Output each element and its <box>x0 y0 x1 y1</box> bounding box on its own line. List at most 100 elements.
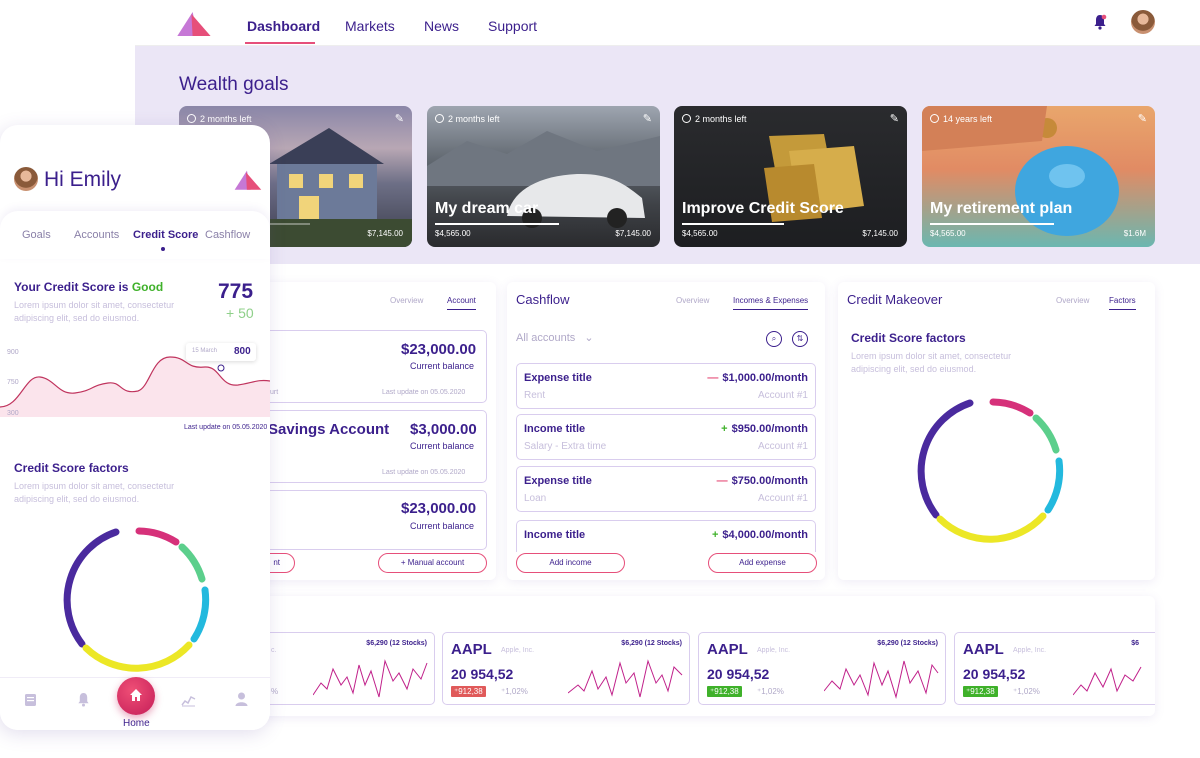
account-card[interactable] <box>258 410 487 483</box>
account-balance-label: Current balance <box>410 521 475 531</box>
cashflow-item[interactable]: Expense title — $750.00/month Loan Accoun… <box>516 466 816 512</box>
mobile-tab-goals[interactable]: Goals <box>22 229 51 241</box>
stock-sparkline <box>824 660 939 699</box>
account-left-note: urt <box>270 389 279 396</box>
goal-card-retirement[interactable]: 14 years left ✎ My retirement plan $4,56… <box>922 106 1155 247</box>
add-expense-button[interactable]: Add expense <box>708 553 817 573</box>
credit-score-delta: + 50 <box>226 305 254 321</box>
edit-pencil-icon[interactable]: ✎ <box>1137 113 1147 125</box>
stock-price: 20 954,52 <box>707 666 770 682</box>
add-income-button[interactable]: Add income <box>516 553 625 573</box>
stock-price: 20 954,52 <box>451 666 514 682</box>
stock-sparkline <box>1073 666 1142 696</box>
brand-logo[interactable] <box>177 12 211 38</box>
stock-holding: $6,290 (12 Stocks) <box>877 640 938 647</box>
account-balance: $23,000.00 <box>401 500 477 517</box>
stock-holding: $6 <box>1131 640 1139 647</box>
stock-change-badge: ⁺912,38 <box>451 686 486 697</box>
chart-area <box>0 357 270 417</box>
stock-ticker: AAPL <box>963 641 1004 658</box>
tab-incomes-expenses[interactable]: Incomes & Expenses <box>733 296 809 310</box>
goal-card-dream-car[interactable]: 2 months left ✎ My dream car $4,565.00 $… <box>427 106 660 247</box>
tab-overview[interactable]: Overview <box>1056 296 1090 305</box>
nav-active-indicator <box>245 42 315 44</box>
account-balance-label: Current balance <box>410 441 475 451</box>
sparkline-path <box>824 660 939 699</box>
tooltip-date: 15 March <box>192 348 218 354</box>
document-icon[interactable] <box>24 693 37 707</box>
edit-pencil-icon[interactable]: ✎ <box>889 113 899 125</box>
ring-segment-yellow <box>82 641 193 672</box>
accounts-filter-select[interactable]: All accounts ⌄ <box>516 332 594 344</box>
stock-company: Apple, Inc. <box>1013 647 1047 654</box>
nav-markets[interactable]: Markets <box>345 18 395 34</box>
mobile-tab-credit-score[interactable]: Credit Score <box>133 229 199 241</box>
sparkline-path <box>1073 666 1142 696</box>
goal-saved-amount: $4,565.00 <box>682 229 718 238</box>
tab-account[interactable]: Account <box>447 296 476 310</box>
stock-card[interactable]: c. $6,290 (12 Stocks) % <box>258 632 435 705</box>
mobile-tab-cashflow[interactable]: Cashflow <box>205 229 251 241</box>
credit-score-text: adipiscing elit, sed do eiusmod. <box>14 313 140 323</box>
tab-overview[interactable]: Overview <box>390 296 424 305</box>
ring-segment-purple <box>63 528 120 648</box>
goal-time-left: 2 months left <box>435 114 500 124</box>
stock-company: Apple, Inc. <box>757 647 791 654</box>
sparkline-path <box>568 659 683 698</box>
goal-card-credit-score[interactable]: 2 months left ✎ Improve Credit Score $4,… <box>674 106 907 247</box>
credit-factors-text: Lorem ipsum dolor sit amet, consectetur <box>14 481 175 491</box>
stock-card[interactable]: AAPL Apple, Inc. $6,290 (12 Stocks) 20 9… <box>698 632 946 705</box>
income-plus-icon: + <box>721 423 728 435</box>
income-plus-icon: + <box>711 529 719 541</box>
stock-ticker: AAPL <box>707 641 748 658</box>
stock-card[interactable]: AAPL Apple, Inc. $6 20 954,52 ⁺912,38 ⁺1… <box>954 632 1155 705</box>
cashflow-item-category: Loan <box>524 493 547 504</box>
cashflow-item-account: Account #1 <box>757 493 808 504</box>
account-card[interactable] <box>258 330 487 403</box>
credit-score-heading: Your Credit Score is Good <box>14 280 164 294</box>
cashflow-item[interactable]: Expense title — $1,000.00/month Rent Acco… <box>516 363 816 409</box>
tab-factors[interactable]: Factors <box>1109 296 1136 310</box>
manual-account-button[interactable]: + Manual account <box>378 553 487 573</box>
goal-target-amount: $7,145.00 <box>615 229 651 238</box>
credit-score-text: Lorem ipsum dolor sit amet, consectetur <box>14 300 175 310</box>
nav-support[interactable]: Support <box>488 18 538 34</box>
home-button[interactable] <box>117 677 155 715</box>
credit-score-chart <box>0 356 270 417</box>
active-tab-dot <box>161 247 165 251</box>
user-avatar[interactable] <box>1131 10 1155 34</box>
ring-segment-purple <box>917 399 974 519</box>
cashflow-item-amount: — $1,000.00/month <box>707 372 808 384</box>
profile-icon[interactable] <box>235 692 248 707</box>
ring-segment-cyan <box>190 586 210 643</box>
account-card[interactable] <box>258 490 487 550</box>
nav-news[interactable]: News <box>424 18 460 34</box>
stock-sparkline <box>568 659 683 698</box>
credit-factors-text: adipiscing elit, sed do eiusmod. <box>14 494 140 504</box>
goal-saved-amount: $4,565.00 <box>435 229 471 238</box>
goal-target-amount: $7,145.00 <box>862 229 898 238</box>
tab-overview[interactable]: Overview <box>676 296 710 305</box>
sparkline-path <box>313 659 428 698</box>
edit-pencil-icon[interactable]: ✎ <box>394 113 404 125</box>
cashflow-item[interactable]: Income title + $950.00/month Salary - Ext… <box>516 414 816 460</box>
cashflow-title: Cashflow <box>516 292 570 307</box>
bell-icon[interactable] <box>77 692 90 707</box>
chart-last-update: Last update on 05.05.2020 <box>184 424 268 431</box>
cashflow-item-category: Salary - Extra time <box>524 441 607 452</box>
user-avatar[interactable] <box>14 167 38 191</box>
sort-icon[interactable]: ⇅ <box>792 331 808 347</box>
edit-pencil-icon[interactable]: ✎ <box>642 113 652 125</box>
chart-icon[interactable] <box>181 693 196 707</box>
mobile-tab-accounts[interactable]: Accounts <box>74 229 120 241</box>
cashflow-item[interactable]: Income title + $4,000.00/month <box>516 520 816 552</box>
stock-change-badge: ⁺912,38 <box>707 686 742 697</box>
stock-holding: $6,290 (12 Stocks) <box>621 640 682 647</box>
credit-makeover-title: Credit Makeover <box>847 292 943 307</box>
nav-dashboard[interactable]: Dashboard <box>247 18 321 34</box>
search-icon[interactable]: ⌕ <box>766 331 782 347</box>
goal-target-amount: $7,145.00 <box>367 229 403 238</box>
stock-card[interactable]: AAPL Apple, Inc. $6,290 (12 Stocks) 20 9… <box>442 632 690 705</box>
home-icon <box>130 689 142 701</box>
notification-bell-icon[interactable] <box>1093 14 1107 30</box>
